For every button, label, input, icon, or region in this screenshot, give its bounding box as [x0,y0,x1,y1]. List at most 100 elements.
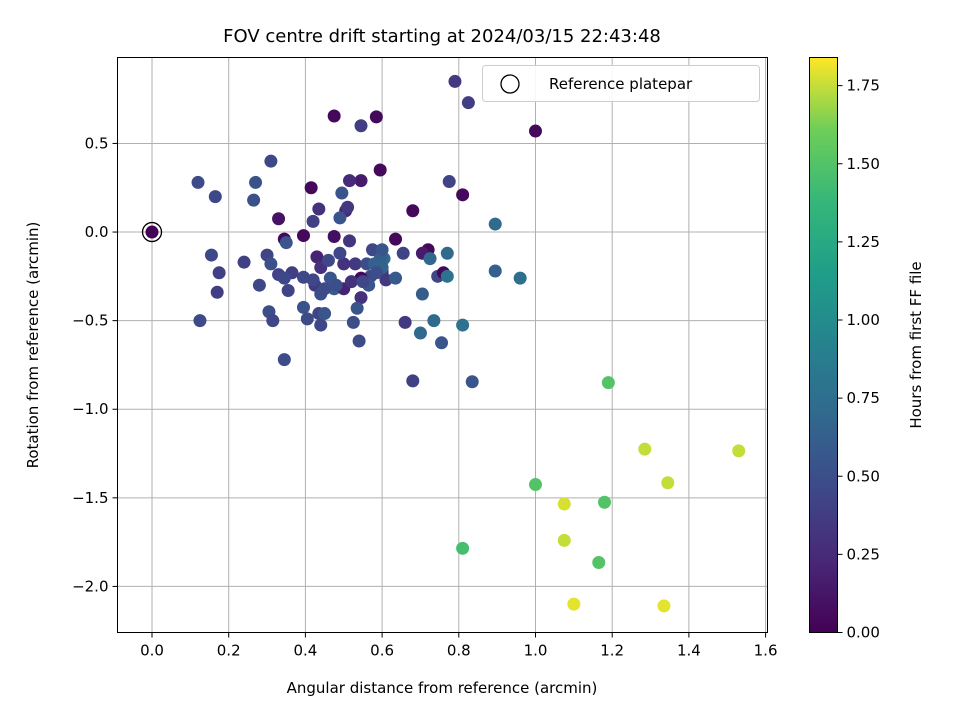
y-tick-label: −1.0 [72,400,108,418]
data-point [461,96,475,110]
y-axis-label: Rotation from reference (arcmin) [24,222,42,469]
data-point [528,124,542,138]
data-point [212,266,226,280]
data-point [335,186,349,200]
data-point [440,246,454,260]
data-point [264,154,278,168]
data-point [406,374,420,388]
data-point [204,248,218,262]
data-point [352,334,366,348]
data-point [333,246,347,260]
data-point [329,278,343,292]
x-tick-label: 0.4 [293,642,317,660]
data-point [145,225,159,239]
legend-marker [500,74,520,94]
data-point [306,214,320,228]
y-tick-label: −2.0 [72,577,108,595]
data-point [415,287,429,301]
data-point [193,314,207,328]
data-point [247,193,261,207]
data-point [354,119,368,133]
colorbar-tick-label: 1.00 [847,311,880,329]
data-point [266,314,280,328]
data-point [427,314,441,328]
data-point [398,315,412,329]
data-point [389,232,403,246]
chart-title: FOV centre drift starting at 2024/03/15 … [223,26,661,47]
x-tick-label: 1.0 [524,642,548,660]
x-axis-ticks: 0.0 0.2 0.4 0.6 0.8 1.0 1.2 1.4 1.6 [140,632,778,660]
data-point [488,264,502,278]
colorbar-tick-label: 1.75 [847,77,880,95]
data-point [300,312,314,326]
data-point [661,476,675,490]
data-point [488,217,502,231]
data-point [406,204,420,218]
plot-frame [117,57,768,633]
data-point [344,275,358,289]
data-point [296,229,310,243]
colorbar-tick-label: 0.25 [847,545,880,563]
grid [117,57,768,633]
data-point [346,315,360,329]
legend-box [482,65,760,102]
data-point [448,74,462,88]
data-point [337,257,351,271]
data-point [389,271,403,285]
legend: Reference platepar [482,65,760,102]
y-tick-label: −0.5 [72,312,108,330]
data-point [513,271,527,285]
data-point [598,495,612,509]
data-point [249,175,263,189]
data-point [210,285,224,299]
data-point [423,252,437,266]
data-point [296,300,310,314]
data-point [277,271,291,285]
data-point [373,163,387,177]
data-point [465,375,479,389]
data-point [327,109,341,123]
x-axis-label: Angular distance from reference (arcmin) [287,679,598,697]
x-tick-label: 1.2 [600,642,624,660]
colorbar-tick-label: 1.25 [847,233,880,251]
data-point [341,200,355,214]
data-point [638,442,652,456]
y-axis-ticks: 0.5 0.0 −0.5 −1.0 −1.5 −2.0 [72,134,118,595]
data-point [312,202,326,216]
data-point [375,243,389,257]
x-tick-label: 1.6 [754,642,778,660]
y-tick-label: −1.5 [72,489,108,507]
colorbar-tick-label: 0.75 [847,389,880,407]
data-point [567,597,581,611]
data-point [435,336,449,350]
data-point [350,301,364,315]
y-tick-label: 0.0 [85,223,109,241]
data-point [343,234,357,248]
data-point [456,541,470,555]
data-point [354,291,368,305]
x-tick-label: 0.0 [140,642,164,660]
data-point [318,307,332,321]
data-point [356,275,370,289]
data-point [557,497,571,511]
data-point [366,243,380,257]
x-tick-label: 1.4 [677,642,701,660]
data-point [601,376,615,390]
colorbar [809,57,838,633]
y-tick-label: 0.5 [85,134,109,152]
data-point [657,599,671,613]
data-point [272,212,286,226]
data-point [732,444,746,458]
data-point [369,266,383,280]
data-point [191,175,205,189]
colorbar-tick-label: 0.50 [847,467,880,485]
data-point [456,318,470,332]
data-point [279,236,293,250]
colorbar-label: Hours from first FF file [907,261,925,428]
data-point [413,326,427,340]
data-point [252,278,266,292]
data-point [208,190,222,204]
data-point [310,250,324,264]
colorbar-ticks: 0.00 0.25 0.50 0.75 1.00 1.25 1.50 1.75 [837,77,880,642]
data-point [369,110,383,124]
